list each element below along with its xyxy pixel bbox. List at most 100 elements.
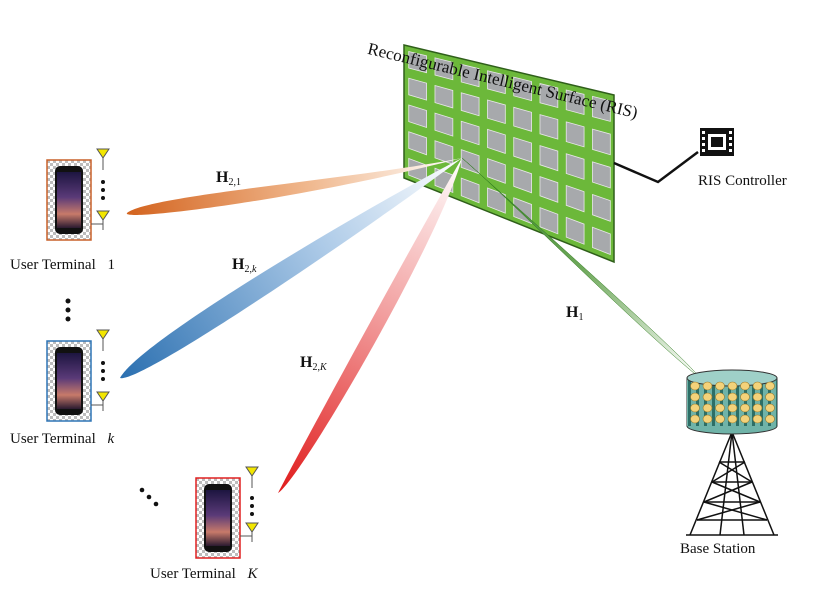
antenna-icon <box>91 391 110 411</box>
antenna-icon <box>96 329 110 351</box>
user-terminal-K-label: User Terminal K <box>150 567 258 582</box>
antenna-element <box>765 403 775 413</box>
ris-tile <box>539 83 559 109</box>
ris-tile <box>592 226 611 256</box>
ris-tile <box>513 106 532 132</box>
antenna-icon <box>91 210 110 230</box>
user-terminal-K-text: User Terminal <box>150 566 236 582</box>
user-terminal-1-device <box>46 148 110 241</box>
antenna-element <box>715 414 725 424</box>
antenna-element <box>690 403 700 413</box>
controller-cable <box>613 151 699 184</box>
antenna-element <box>752 392 763 402</box>
antenna-element <box>727 414 738 424</box>
ris-tile <box>539 145 559 172</box>
ris-tile <box>408 131 427 156</box>
antenna-element <box>752 403 763 413</box>
antenna-element <box>727 403 738 413</box>
user-terminal-K-device <box>195 466 259 559</box>
antenna-element <box>715 381 725 391</box>
antenna-array <box>690 381 775 424</box>
antenna-element <box>752 414 763 424</box>
ris-tile <box>434 57 454 81</box>
ris-tile <box>592 193 611 222</box>
base-station <box>686 369 778 536</box>
ris-tile <box>487 99 506 125</box>
antenna-element <box>752 381 763 391</box>
ris-tile <box>513 76 532 102</box>
antenna-element <box>702 381 713 391</box>
antenna-element <box>690 392 700 402</box>
ris-tile <box>408 104 427 129</box>
user-terminal-K-index: K <box>247 566 258 582</box>
ris-tile <box>513 167 532 194</box>
antenna-element <box>702 414 713 424</box>
antenna-element <box>765 414 775 424</box>
ris-tile <box>513 136 532 163</box>
antenna-element <box>715 403 725 413</box>
controller-label: RIS Controller <box>698 173 787 189</box>
ris-tile <box>460 63 480 88</box>
user-terminal-1-text: User Terminal <box>10 257 96 273</box>
ris-tile-grid <box>408 50 611 256</box>
antenna-element <box>765 392 775 402</box>
antenna-element <box>740 381 750 391</box>
antenna-element <box>740 414 750 424</box>
channel-h2K-label: H2,K <box>300 354 327 373</box>
user-terminal-k-device <box>46 329 110 422</box>
ris-tile <box>592 161 611 189</box>
antenna-element <box>715 392 725 402</box>
ris-tile <box>539 207 559 235</box>
ris-tile <box>434 84 454 109</box>
antenna-element <box>740 392 750 402</box>
beam-user-K <box>278 158 462 493</box>
ris-tile <box>434 112 454 137</box>
ris-tile <box>592 128 611 156</box>
ris-tile <box>539 176 559 203</box>
antenna-icon <box>240 522 259 542</box>
ris-tile <box>460 177 480 204</box>
tower-icon <box>686 431 778 536</box>
antenna-element <box>740 403 750 413</box>
user-terminal-k-index: k <box>107 431 115 447</box>
antenna-element <box>690 381 700 391</box>
antenna-element <box>702 403 713 413</box>
ris-tile <box>592 95 611 122</box>
antenna-element <box>690 414 700 424</box>
ris-tile <box>565 184 585 213</box>
ris-tile <box>565 153 585 180</box>
antenna-element <box>702 392 713 402</box>
ris-tile <box>565 216 585 245</box>
ris-tile <box>565 89 585 115</box>
antenna-icon <box>245 466 259 488</box>
controller-chip-icon <box>700 128 734 156</box>
antenna-element <box>765 381 775 391</box>
beam-user-1 <box>126 158 462 215</box>
ris-tile <box>487 70 506 95</box>
beam-user-k <box>120 158 462 379</box>
base-station-label: Base Station <box>680 541 756 557</box>
user-terminal-k-label: User Terminal k <box>10 432 114 447</box>
ris-tile <box>487 158 506 184</box>
channel-h21-label: H2,1 <box>216 169 241 188</box>
user-terminal-k-text: User Terminal <box>10 431 96 447</box>
ris-tile <box>565 121 585 148</box>
ris-tile <box>460 92 480 117</box>
channel-h1-label: H1 <box>566 304 584 323</box>
user-terminal-1-label: User Terminal 1 <box>10 258 115 273</box>
ris-tile <box>460 149 480 175</box>
channel-h2k-label: H2,k <box>232 256 257 275</box>
ris-tile <box>460 120 480 146</box>
ris-tile <box>539 114 559 140</box>
user-terminal-1-index: 1 <box>107 257 115 273</box>
ris-tile <box>408 77 427 101</box>
antenna-element <box>727 392 738 402</box>
user-ellipsis <box>65 298 71 322</box>
ris-tile <box>487 128 506 154</box>
ris-tile <box>408 50 427 74</box>
antenna-element <box>727 381 738 391</box>
user-diagonal-ellipsis <box>139 487 159 507</box>
ris-panel <box>403 44 615 264</box>
